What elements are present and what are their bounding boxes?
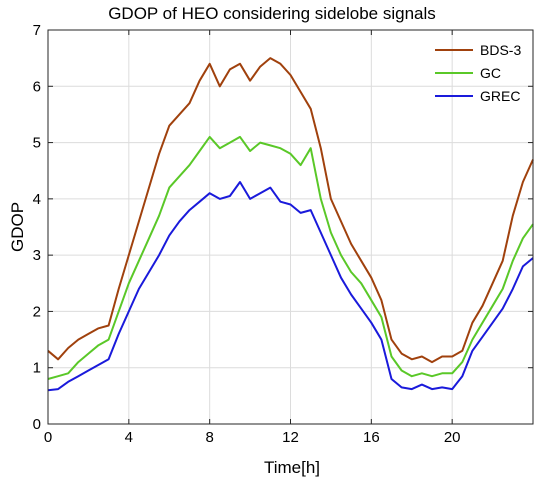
- y-tick-label: 6: [33, 78, 41, 95]
- series-line-gc: [47, 135, 534, 380]
- x-tick-label: 20: [444, 429, 461, 446]
- y-tick-label: 0: [33, 416, 41, 433]
- y-tick-label: 2: [33, 303, 41, 320]
- x-tick-label: 16: [363, 429, 380, 446]
- legend: BDS-3 GC GREC: [435, 42, 521, 104]
- series-line-bds-3: [47, 57, 534, 364]
- y-tick-label: 1: [33, 360, 41, 377]
- y-axis-label: GDOP: [8, 202, 27, 252]
- x-tick-label: 0: [44, 429, 52, 446]
- y-tick-label: 4: [33, 191, 41, 208]
- series-layer: [47, 57, 534, 392]
- y-tick-label: 5: [33, 135, 41, 152]
- x-tick-label: 8: [205, 429, 213, 446]
- x-tick-label: 12: [282, 429, 299, 446]
- legend-label: GREC: [480, 88, 520, 104]
- legend-label: GC: [480, 65, 501, 81]
- y-tick-label: 3: [33, 247, 41, 264]
- y-tick-label: 7: [33, 22, 41, 39]
- series-line-grec: [47, 181, 534, 392]
- legend-label: BDS-3: [480, 42, 521, 58]
- chart-title: GDOP of HEO considering sidelobe signals: [108, 4, 436, 23]
- x-axis-label: Time[h]: [264, 458, 320, 477]
- x-tick-label: 4: [125, 429, 133, 446]
